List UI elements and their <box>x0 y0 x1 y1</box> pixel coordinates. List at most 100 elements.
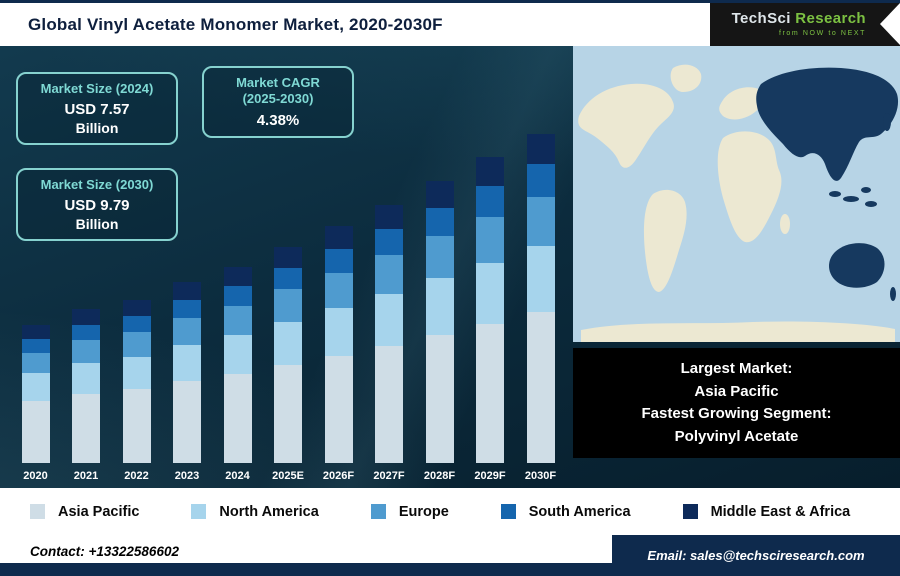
bar-segment-north-america <box>526 246 555 313</box>
highlight-line: Asia Pacific <box>694 382 779 400</box>
logo-text: TechSci Research from NOW to NEXT <box>732 11 866 37</box>
bar-segment-north-america <box>375 293 403 346</box>
highlight-box: Largest Market: Asia Pacific Fastest Growi… <box>573 348 900 458</box>
bar-segment-middle-east-africa <box>122 299 151 317</box>
page-title: Global Vinyl Acetate Monomer Market, 202… <box>28 14 443 34</box>
map-island-3 <box>861 187 871 193</box>
bar-segment-north-america <box>173 345 201 382</box>
x-axis-label: 2022 <box>124 470 149 482</box>
bar-segment-asia-pacific <box>72 393 100 463</box>
map-madagascar <box>780 214 790 234</box>
bar-segment-south-america <box>173 299 201 319</box>
bar-segment-middle-east-africa <box>223 266 252 287</box>
bar-segment-europe <box>324 272 353 309</box>
chart-column-2021: 2021 <box>63 309 110 482</box>
bar-segment-middle-east-africa <box>476 157 504 187</box>
map-japan <box>883 113 891 131</box>
x-axis-label: 2023 <box>174 470 200 482</box>
bar-segment-south-america <box>21 338 50 353</box>
stacked-bar <box>173 281 201 463</box>
bar-segment-north-america <box>324 308 353 356</box>
bar-segment-south-america <box>223 286 252 306</box>
callout-unit: Billion <box>75 120 119 137</box>
map-africa <box>717 131 782 243</box>
map-asia-highlighted <box>756 67 899 181</box>
highlight-line: Largest Market: <box>680 360 793 377</box>
x-axis-label: 2024 <box>225 470 250 482</box>
legend-item-middle-east-africa: Middle East & Africa <box>682 504 850 520</box>
chart-column-2029F: 2029F <box>467 157 514 482</box>
highlight-line: Fastest Growing Segment: <box>641 405 832 422</box>
bar-segment-south-america <box>72 324 100 341</box>
logo-tagline: from NOW to NEXT <box>778 30 866 38</box>
x-axis-label: 2021 <box>73 470 99 482</box>
bar-segment-middle-east-africa <box>173 281 201 300</box>
callout-unit: Billion <box>75 216 119 233</box>
stacked-bar <box>375 204 403 463</box>
bar-segment-asia-pacific <box>324 355 353 463</box>
techsci-logo: TechSci Research from NOW to NEXT <box>710 3 900 46</box>
bar-segment-asia-pacific <box>274 365 302 463</box>
bar-segment-north-america <box>425 278 454 335</box>
x-axis-label: 2025E <box>272 470 304 482</box>
callout-value: USD 9.79 <box>64 197 130 215</box>
legend-swatch <box>30 504 45 519</box>
bar-segment-north-america <box>274 321 302 366</box>
x-axis-label: 2027F <box>373 470 405 482</box>
legend-label: Europe <box>398 503 449 520</box>
map-new-zealand <box>890 287 896 301</box>
legend-label: North America <box>219 503 319 520</box>
bar-segment-asia-pacific <box>526 312 555 463</box>
chart-column-2028F: 2028F <box>416 181 463 482</box>
chart-area: Market Size (2024) USD 7.57 Billion Mark… <box>0 46 900 488</box>
bar-segment-asia-pacific <box>425 334 454 463</box>
header: Global Vinyl Acetate Monomer Market, 202… <box>0 3 900 46</box>
bar-segment-south-america <box>526 163 555 197</box>
map-island-4 <box>865 201 877 207</box>
x-axis-label: 2020 <box>23 470 48 482</box>
map-island-1 <box>829 191 841 197</box>
stacked-bar <box>425 181 454 463</box>
bar-segment-asia-pacific <box>173 381 201 463</box>
contact-text: Contact: +13322586602 <box>30 544 179 559</box>
bar-segment-south-america <box>425 207 454 237</box>
chart-column-2030F: 2030F <box>517 133 564 482</box>
stacked-bar-chart: 2020 2021 2022 2023 2024 2025E 2026F 2027F 2028F… <box>12 133 564 482</box>
map-island-2 <box>843 196 859 202</box>
bar-segment-asia-pacific <box>476 323 504 463</box>
bar-segment-asia-pacific <box>21 400 50 463</box>
logo-brand-secondary: Research <box>795 10 866 28</box>
callout-value: USD 7.57 <box>64 101 130 119</box>
map-greenland <box>670 64 702 92</box>
map-south-america <box>643 189 687 292</box>
bar-segment-europe <box>375 255 403 294</box>
x-axis-label: 2028F <box>423 470 456 482</box>
bar-segment-north-america <box>122 356 151 390</box>
bar-segment-europe <box>72 340 100 364</box>
bar-segment-south-america <box>122 316 151 333</box>
bar-segment-middle-east-africa <box>526 133 555 164</box>
bar-segment-south-america <box>274 267 302 290</box>
bar-segment-middle-east-africa <box>274 247 302 268</box>
stacked-bar <box>223 266 252 463</box>
stacked-bar <box>526 133 555 463</box>
bar-segment-south-america <box>476 186 504 217</box>
bar-segment-middle-east-africa <box>324 226 353 250</box>
bar-segment-asia-pacific <box>122 389 151 463</box>
bar-segment-europe <box>425 236 454 279</box>
stacked-bar <box>476 157 504 463</box>
map-europe <box>719 87 764 120</box>
stacked-bar <box>274 247 302 463</box>
bar-segment-europe <box>274 289 302 322</box>
bar-segment-north-america <box>72 363 100 394</box>
legend-label: South America <box>528 503 631 520</box>
bar-segment-asia-pacific <box>223 374 252 463</box>
callout-value: 4.38% <box>256 111 300 129</box>
logo-brand-primary: TechSci <box>731 10 791 28</box>
bar-segment-middle-east-africa <box>21 325 50 339</box>
chart-column-2025E: 2025E <box>265 247 312 482</box>
email-text: Email: sales@techsciresearch.com <box>612 535 900 576</box>
callout-label: Market Size (2024) <box>40 81 154 96</box>
map-antarctica <box>581 321 895 342</box>
bar-segment-middle-east-africa <box>375 204 403 230</box>
